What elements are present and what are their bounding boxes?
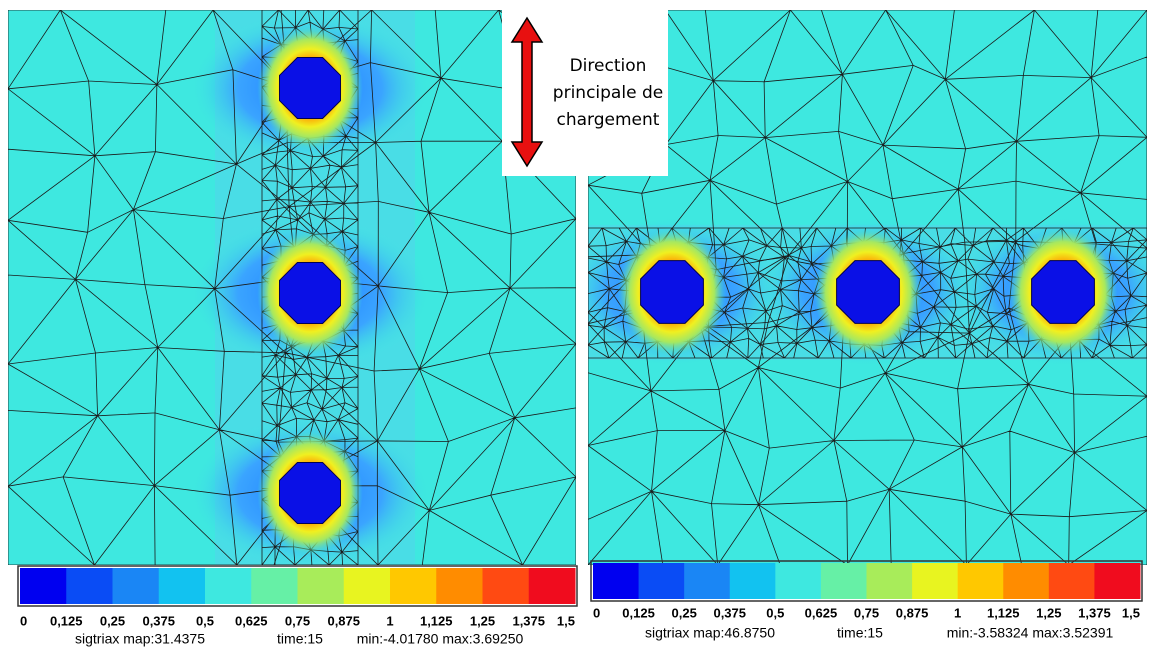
right-panel [588,10,1147,565]
colorbar-label: 0,875 [327,613,360,628]
colorbar-frame [590,560,1143,602]
colorbar-label: 0,125 [50,613,83,628]
colorbar: 0 0,125 0,25 0,375 0,5 0,625 0,75 0,875 1 1,125 1,… [17,565,578,647]
status-text: time:15 [837,625,883,641]
status-text: time:15 [277,631,323,647]
status-text: sigtriax map:46.8750 [645,625,775,641]
colorbar-label: 1,125 [987,605,1020,620]
hole [279,262,341,324]
colorbar-band [390,568,437,604]
colorbar-band [436,568,483,604]
status-text: min:-3.58324 max:3.52391 [947,625,1114,641]
colorbar-band [251,568,298,604]
hole [640,260,704,324]
colorbar-label: 1,375 [512,613,545,628]
colorbar-label: 0 [20,613,27,628]
colorbar-label: 1,5 [557,613,575,628]
colorbar-band [20,568,67,604]
hole [279,57,341,119]
colorbar-band [638,563,685,599]
colorbar-label: 1,5 [1122,605,1140,620]
colorbar-label: 0,375 [713,605,746,620]
hole [836,260,900,324]
colorbar-band [528,568,576,604]
colorbar-label: 0,125 [622,605,655,620]
colorbar-label: 0,375 [142,613,175,628]
colorbar-band [912,563,959,599]
colorbar-label: 0,5 [766,605,784,620]
hole [1031,260,1095,324]
colorbar-band [297,568,345,604]
colorbar-band [66,568,113,604]
colorbar-label: 1,25 [470,613,495,628]
colorbar-band [205,568,252,604]
colorbar-band [1003,563,1050,599]
colorbar-band [112,568,160,604]
colorbar-label: 0 [593,605,600,620]
colorbar-band [343,568,391,604]
colorbar-label: 0,5 [196,613,214,628]
colorbar-band [684,563,731,599]
colorbar-band [775,563,822,599]
colorbar-label: 0,625 [805,605,838,620]
colorbar-band [957,563,1004,599]
direction-arrow [510,16,544,168]
colorbar-label: 1,375 [1078,605,1111,620]
status-text: sigtriax map:31.4375 [75,631,205,647]
colorbar-frame [17,565,578,607]
colorbar-band [729,563,776,599]
colorbar-label: 1,125 [420,613,453,628]
colorbar-label: 0,75 [285,613,310,628]
colorbar-band [593,563,640,599]
colorbar-label: 1,25 [1036,605,1061,620]
colorbar-band [1094,563,1141,599]
left-panel [8,10,576,565]
colorbar-band [820,563,867,599]
colorbar-band [1048,563,1095,599]
annotation-box: Direction principale de chargement [502,10,668,176]
colorbar-band [866,563,913,599]
colorbar: 0 0,125 0,25 0,375 0,5 0,625 0,75 0,875 1 1,125 1,… [590,560,1143,641]
annotation-line: Direction [570,56,647,76]
colorbar-band [482,568,530,604]
colorbar-band [158,568,206,604]
annotation-line: chargement [557,110,660,130]
colorbar-label: 0,25 [100,613,125,628]
annotation-line: principale de [553,83,663,103]
colorbar-label: 0,875 [896,605,929,620]
colorbar-label: 1 [386,613,393,628]
colorbar-label: 0,75 [854,605,879,620]
hole [279,462,341,524]
status-text: min:-4.01780 max:3.69250 [357,631,524,647]
colorbar-label: 0,25 [672,605,697,620]
colorbar-label: 0,625 [235,613,268,628]
colorbar-label: 1 [954,605,961,620]
